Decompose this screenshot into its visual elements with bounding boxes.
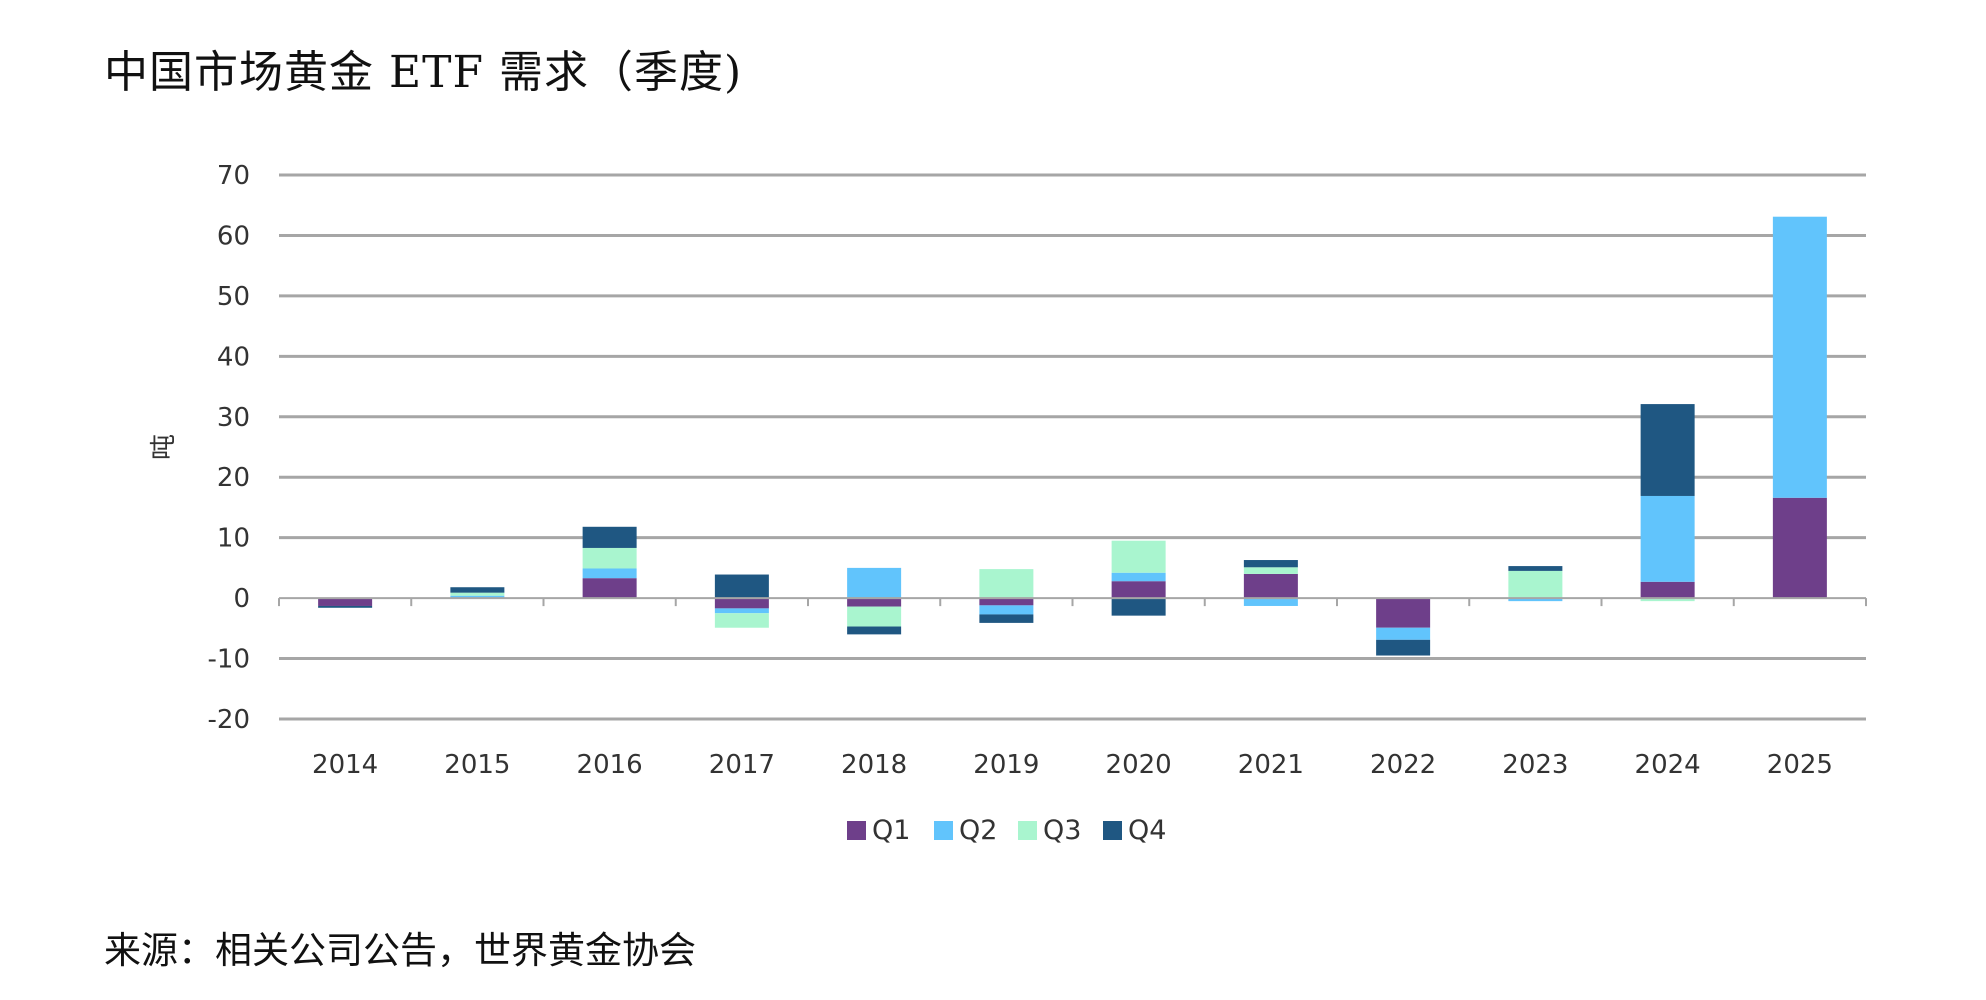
x-tick-label: 2020 xyxy=(1106,750,1172,780)
bar-segment xyxy=(582,578,637,599)
legend-swatch xyxy=(847,821,866,840)
bar-segment xyxy=(1111,572,1166,582)
bar-segment xyxy=(847,598,902,607)
legend-label: Q4 xyxy=(1128,815,1166,846)
bar-segment xyxy=(1508,570,1563,599)
bar-segment xyxy=(1243,573,1298,599)
y-tick-label: 20 xyxy=(217,463,250,493)
bar-segment xyxy=(318,598,373,606)
legend: Q1 Q2 Q3 Q4 xyxy=(847,815,1166,846)
y-tick-label: 0 xyxy=(233,584,250,614)
bar-segment xyxy=(1111,598,1166,616)
bar-segment xyxy=(714,608,769,614)
bar-segment xyxy=(1508,598,1563,602)
y-tick-label: 60 xyxy=(217,221,250,251)
legend-swatch xyxy=(1103,821,1122,840)
bar-segment xyxy=(979,598,1034,606)
bar-segment xyxy=(582,568,637,579)
source-note: 来源：相关公司公告，世界黄金协会 xyxy=(104,929,696,972)
bar-segment xyxy=(1508,566,1563,571)
x-tick-label: 2014 xyxy=(312,750,378,780)
bar-segment xyxy=(582,526,637,548)
bar-segment xyxy=(714,613,769,628)
legend-swatch xyxy=(1018,821,1037,840)
y-tick-label: 10 xyxy=(217,524,250,554)
x-axis xyxy=(278,597,1867,607)
bar-segment xyxy=(1640,598,1695,602)
bar-segment xyxy=(1376,639,1431,656)
bar-segment xyxy=(1640,581,1695,599)
y-tick-label: 30 xyxy=(217,403,250,433)
y-tick-label: 70 xyxy=(217,161,250,191)
bar-segment xyxy=(1243,560,1298,568)
legend-swatch xyxy=(934,821,953,840)
x-tick-label: 2023 xyxy=(1502,750,1568,780)
bar-segment xyxy=(1376,598,1431,628)
bars xyxy=(318,216,1827,656)
bar-segment xyxy=(1376,627,1431,640)
x-tick-label: 2017 xyxy=(709,750,775,780)
page-title: 中国市场黄金 ETF 需求（季度) xyxy=(104,47,743,98)
bar-segment xyxy=(1111,540,1166,573)
legend-label: Q2 xyxy=(959,815,997,846)
bar-segment xyxy=(979,569,1034,599)
x-tick-label: 2019 xyxy=(973,750,1039,780)
bar-segment xyxy=(1111,581,1166,599)
bar-segment xyxy=(450,595,505,599)
x-tick-label: 2018 xyxy=(841,750,907,780)
bar-segment xyxy=(847,567,902,599)
bar-segment xyxy=(714,598,769,609)
y-axis-ticks: 70 60 50 40 30 20 10 0 -10 -20 xyxy=(208,161,250,735)
y-tick-label: -20 xyxy=(208,705,250,735)
bar-segment xyxy=(582,547,637,569)
bar-segment xyxy=(1772,497,1827,599)
y-tick-label: 50 xyxy=(217,282,250,312)
y-axis-label: 吨 xyxy=(149,434,179,460)
legend-label: Q1 xyxy=(872,815,910,846)
x-tick-label: 2015 xyxy=(444,750,510,780)
bar-segment xyxy=(847,606,902,627)
bar-segment xyxy=(1640,404,1695,496)
x-tick-label: 2022 xyxy=(1370,750,1436,780)
bar-segment xyxy=(1772,216,1827,498)
y-tick-label: 40 xyxy=(217,342,250,372)
x-axis-ticks: 2014 2015 2016 2017 2018 2019 2020 2021 2022 2023… xyxy=(312,750,1833,780)
bar-segment xyxy=(450,592,505,596)
bar-segment xyxy=(979,614,1034,623)
bar-segment xyxy=(318,605,373,608)
bar-segment xyxy=(450,587,505,593)
x-tick-label: 2021 xyxy=(1238,750,1304,780)
bar-segment xyxy=(1243,598,1298,606)
x-tick-label: 2024 xyxy=(1635,750,1701,780)
x-tick-label: 2025 xyxy=(1767,750,1833,780)
x-tick-label: 2016 xyxy=(577,750,643,780)
bar-segment xyxy=(1640,495,1695,582)
stacked-bar-chart: 70 60 50 40 30 20 10 0 -10 -20 吨 2014 2015 2016 2017… xyxy=(149,161,1867,846)
bar-segment xyxy=(714,574,769,599)
bar-segment xyxy=(979,605,1034,615)
y-tick-label: -10 xyxy=(208,645,250,675)
bar-segment xyxy=(1243,567,1298,574)
legend-label: Q3 xyxy=(1043,815,1081,846)
gridlines xyxy=(279,173,1866,721)
bar-segment xyxy=(847,626,902,635)
